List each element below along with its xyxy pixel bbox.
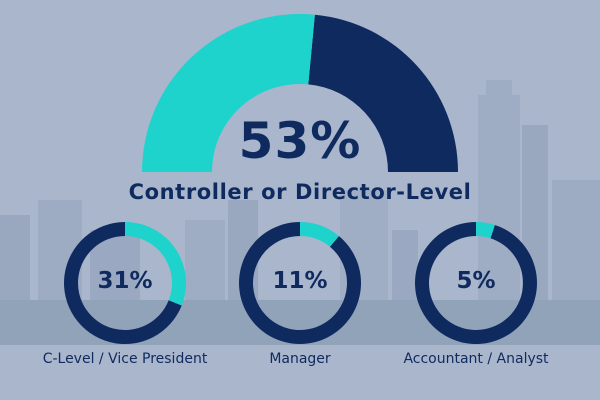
main-percentage: 53% (238, 112, 362, 170)
donut-percentage-c-level: 31% (97, 268, 153, 294)
donut-label-c-level: C-Level / Vice President (42, 351, 208, 367)
slice-share-controller-director (142, 13, 315, 172)
donut-label-accountant: Accountant / Analyst (403, 351, 549, 367)
slice-share-c-level (125, 222, 187, 306)
donut-percentage-accountant: 5% (456, 268, 496, 294)
donut-label-manager: Manager (269, 351, 331, 367)
main-category-label: Controller or Director-Level (128, 180, 472, 204)
slice-remainder-controller-director (308, 14, 459, 173)
building (478, 95, 520, 325)
slice-share-accountant (476, 221, 495, 239)
slice-share-manager (300, 222, 339, 247)
building (486, 80, 512, 100)
donut-percentage-manager: 11% (272, 268, 328, 294)
